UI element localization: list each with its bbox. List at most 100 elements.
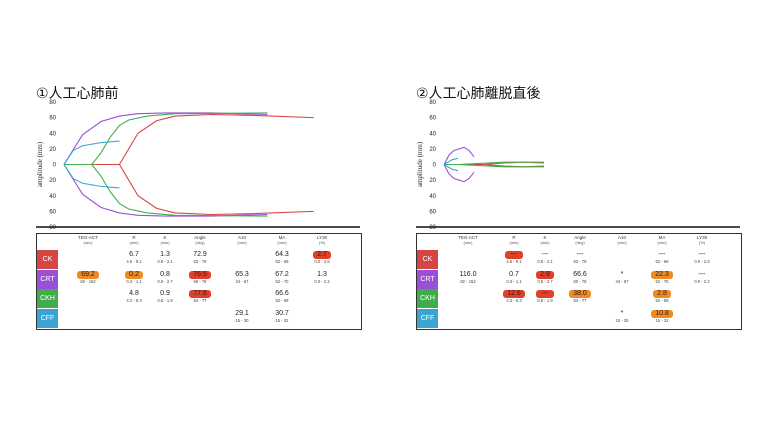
panel-title-after: ②人工心肺離脱直後 (416, 86, 541, 102)
flagged-value: 77.6 (189, 290, 211, 298)
trace-lower-1 (63, 164, 268, 217)
table-cell: 2.8 52 - 69 (645, 290, 679, 303)
table-cell: 66.6 52 - 69 (275, 290, 289, 303)
table-row: CK 6.7 4.6 - 9.1 1.3 0.8 - 2.1 72.9 63 - 78 64.… (37, 250, 361, 269)
results-table-before: TEG-ACT (sec) R (min) K (min) Angle (deg) A10 (mm… (36, 233, 362, 330)
y-tick-label: 40 (49, 131, 56, 137)
table-cell: 66.6 60 - 78 (573, 270, 587, 284)
table-cell: 12.6 4.3 - 8.3 (497, 290, 531, 303)
y-tick-label: 60 (429, 116, 436, 122)
table-cell: 30.7 15 - 32 (275, 309, 289, 323)
table-row: CK --- 4.6 - 9.1 --- 0.8 - 2.1 --- 63 - 78 --- 5… (417, 250, 741, 269)
trace-lower-1 (443, 164, 475, 183)
trace-upper-2 (64, 112, 268, 166)
y-tick-label: 60 (429, 209, 436, 215)
trace-lower-3 (63, 164, 120, 189)
y-tick-label: 0 (433, 163, 437, 169)
row-label: CKH (417, 289, 438, 308)
table-cell: 0.7 0.3 - 1.1 (506, 270, 522, 284)
table-cell (451, 290, 485, 298)
table-cell (305, 290, 339, 298)
table-cell: 2.7 0.0 - 2.6 (313, 251, 331, 264)
table-cell: * 15 - 30 (615, 309, 629, 323)
table-cell: 64.3 52 - 69 (275, 251, 289, 264)
table-cell: 10.8 15 - 32 (645, 309, 679, 323)
column-header: K (min) (160, 235, 170, 245)
flagged-value: 22.3 (651, 270, 673, 279)
table-row: CKH 4.8 4.3 - 8.3 0.9 0.8 - 1.9 77.6 64 - 77 66… (37, 289, 361, 308)
table-cell: 0.2 0.3 - 1.1 (125, 270, 143, 284)
y-axis-label: amplitude (mm) (36, 141, 44, 187)
y-tick-label: 20 (429, 147, 436, 153)
table-cell: 0.9 0.8 - 1.9 (157, 290, 173, 303)
flagged-value: 38.0 (569, 290, 591, 298)
table-cell: 116.0 82 - 152 (459, 270, 477, 284)
column-header: Angle (deg) (194, 235, 206, 245)
y-tick-label: 20 (49, 178, 56, 184)
table-row: CRT 69.2 82 - 152 0.2 0.3 - 1.1 0.8 0.6 - 2.7 7… (37, 269, 361, 289)
y-tick-label: 40 (429, 194, 436, 200)
table-row: CKH 12.6 4.3 - 8.3 --- 0.8 - 1.9 38.0 64 - 77 2… (417, 289, 741, 308)
table-cell (605, 290, 639, 298)
flagged-value: 2.8 (653, 290, 671, 298)
table-cell: 4.8 4.3 - 8.3 (126, 290, 142, 303)
y-tick-label: 60 (49, 116, 56, 122)
table-cell (71, 251, 105, 259)
flagged-value: 2.7 (313, 251, 331, 259)
y-tick-label: 80 (49, 225, 56, 231)
trace-upper-1 (443, 146, 475, 165)
column-header: MA (mm) (657, 235, 667, 245)
y-tick-label: 80 (49, 100, 56, 106)
row-label: CK (37, 250, 58, 269)
table-cell: 38.0 64 - 77 (563, 290, 597, 303)
results-table-after: TEG-ACT (sec) R (min) K (min) Angle (deg) A10 (mm… (416, 233, 742, 330)
y-tick-label: 0 (53, 163, 57, 169)
trace-lower-2 (64, 163, 268, 217)
table-cell: 65.3 44 - 67 (235, 270, 249, 284)
trace-upper-0 (64, 113, 314, 166)
table-cell (685, 310, 719, 318)
flagged-value: --- (536, 290, 554, 298)
row-label: CRT (37, 269, 58, 289)
table-cell (451, 310, 485, 318)
table-cell: --- 52 - 69 (655, 251, 669, 264)
y-tick-label: 20 (49, 147, 56, 153)
trace-lower-2 (444, 163, 544, 168)
table-cell (685, 290, 719, 298)
table-row: CFF * 15 - 30 10.8 15 - 32 (417, 308, 741, 328)
column-header: TEG-ACT (sec) (458, 235, 478, 245)
y-tick-label: 60 (49, 209, 56, 215)
table-cell: --- 0.0 - 2.6 (694, 251, 710, 264)
y-tick-label: 40 (429, 131, 436, 137)
row-label: CK (417, 250, 438, 269)
table-cell (148, 310, 182, 318)
flagged-value: 12.6 (503, 290, 525, 298)
table-cell: 76.5 60 - 78 (183, 270, 217, 284)
table-row: CFF 29.1 15 - 30 30.7 15 - 32 (37, 308, 361, 328)
y-tick-label: 20 (429, 178, 436, 184)
table-cell: --- 0.8 - 2.1 (537, 251, 553, 264)
table-cell (451, 251, 485, 259)
table-cell: 1.3 0.8 - 2.1 (157, 251, 173, 264)
panel-title-before: ①人工心肺前 (36, 86, 119, 102)
column-header: TEG-ACT (sec) (78, 235, 98, 245)
table-cell: * 44 - 67 (615, 270, 629, 284)
table-cell (497, 310, 531, 318)
flagged-value: 10.8 (651, 309, 673, 318)
table-cell (528, 310, 562, 318)
column-header: LY30 (%) (696, 235, 708, 245)
column-header: R (min) (129, 235, 139, 245)
table-cell (563, 310, 597, 318)
table-cell: 6.7 4.6 - 9.1 (126, 251, 142, 264)
table-cell (605, 251, 639, 259)
trace-lower-0 (64, 163, 314, 216)
flagged-value: --- (505, 251, 523, 259)
trace-upper-1 (63, 112, 268, 165)
column-header: A10 (mm) (237, 235, 247, 245)
table-row: CRT 116.0 82 - 152 0.7 0.3 - 1.1 2.9 0.6 - 2.7… (417, 269, 741, 289)
table-cell: 22.3 52 - 70 (645, 270, 679, 284)
table-cell: 1.3 0.0 - 2.2 (314, 270, 330, 284)
table-cell: 29.1 15 - 30 (235, 309, 249, 323)
column-header: Angle (deg) (574, 235, 586, 245)
